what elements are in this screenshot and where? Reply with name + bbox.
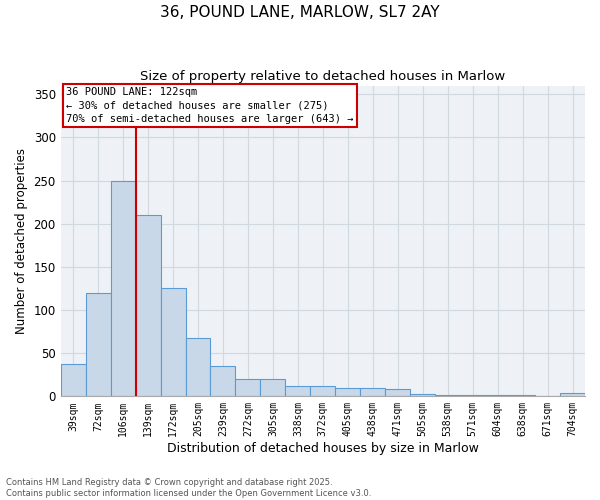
Bar bbox=[286, 386, 310, 396]
Bar bbox=[310, 386, 335, 396]
Text: 36 POUND LANE: 122sqm
← 30% of detached houses are smaller (275)
70% of semi-det: 36 POUND LANE: 122sqm ← 30% of detached … bbox=[66, 87, 353, 124]
Bar bbox=[360, 388, 385, 396]
Bar bbox=[260, 379, 286, 396]
Bar bbox=[335, 388, 360, 396]
Bar bbox=[136, 215, 161, 396]
Bar bbox=[385, 390, 410, 396]
Bar bbox=[435, 394, 460, 396]
Bar bbox=[161, 288, 185, 397]
Y-axis label: Number of detached properties: Number of detached properties bbox=[15, 148, 28, 334]
Bar bbox=[410, 394, 435, 396]
Text: Contains HM Land Registry data © Crown copyright and database right 2025.
Contai: Contains HM Land Registry data © Crown c… bbox=[6, 478, 371, 498]
Bar bbox=[235, 379, 260, 396]
Bar bbox=[185, 338, 211, 396]
Text: 36, POUND LANE, MARLOW, SL7 2AY: 36, POUND LANE, MARLOW, SL7 2AY bbox=[160, 5, 440, 20]
Bar bbox=[560, 393, 585, 396]
Bar bbox=[110, 180, 136, 396]
Bar bbox=[61, 364, 86, 396]
Bar bbox=[86, 292, 110, 397]
X-axis label: Distribution of detached houses by size in Marlow: Distribution of detached houses by size … bbox=[167, 442, 479, 455]
Bar bbox=[211, 366, 235, 396]
Title: Size of property relative to detached houses in Marlow: Size of property relative to detached ho… bbox=[140, 70, 505, 83]
